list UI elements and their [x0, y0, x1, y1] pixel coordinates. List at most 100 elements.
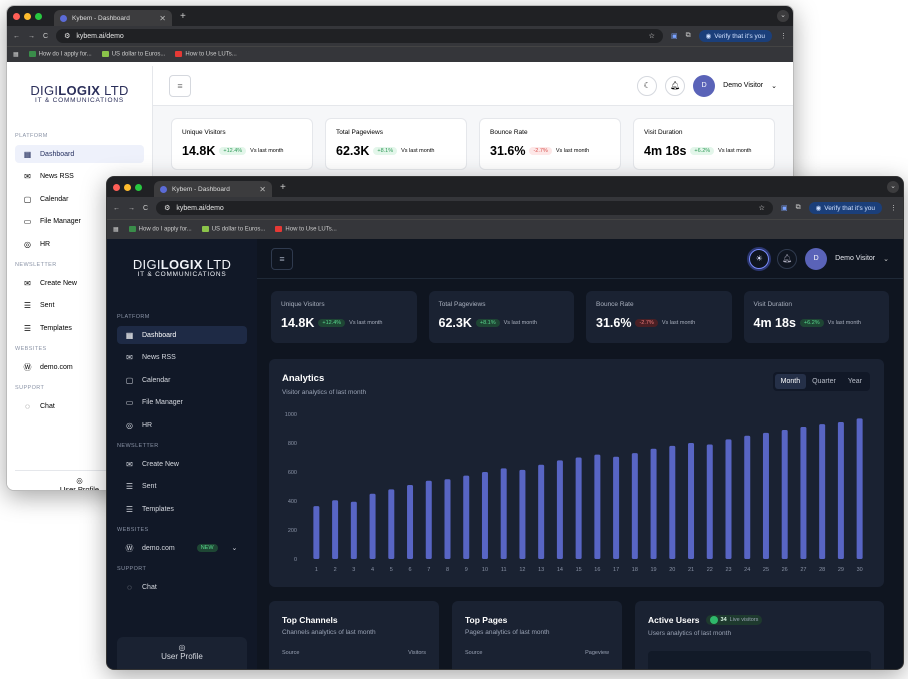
apps-grid-icon[interactable]: ▦ [13, 52, 19, 58]
bar[interactable] [369, 493, 376, 559]
browser-tab[interactable]: Kybem - Dashboard ✕ [154, 181, 272, 197]
period-month-button[interactable]: Month [774, 374, 807, 389]
reload-icon[interactable]: C [43, 32, 49, 40]
sidebar-item-templates[interactable]: ☰ Templates [125, 504, 174, 514]
user-profile-button[interactable]: ◎ User Profile [15, 470, 144, 490]
bar[interactable] [856, 418, 863, 559]
sidebar-item-dashboard[interactable]: ▦ Dashboard [117, 326, 247, 344]
back-icon[interactable]: ← [113, 204, 120, 212]
menu-toggle-button[interactable]: ≡ [169, 74, 191, 97]
extension-icon[interactable]: ▣ [670, 33, 678, 40]
browser-menu-icon[interactable]: ⋮ [890, 205, 897, 212]
bookmark-item[interactable]: US dollar to Euros... [201, 226, 265, 233]
period-year-button[interactable]: Year [847, 378, 862, 385]
bookmark-item[interactable]: How to Use LUTs... [175, 51, 237, 58]
chevron-down-icon[interactable]: ⌄ [231, 545, 238, 552]
extension-icon[interactable]: ▣ [780, 205, 788, 212]
bar[interactable] [313, 506, 320, 559]
sidebar-item-file-manager[interactable]: ▭ File Manager [125, 398, 183, 407]
maximize-window-button[interactable] [35, 12, 42, 20]
sidebar-item-news-rss[interactable]: ✉ News RSS [24, 172, 74, 181]
site-info-icon[interactable]: ⚙ [64, 33, 71, 40]
new-tab-icon[interactable]: + [180, 10, 186, 22]
bar[interactable] [332, 500, 339, 559]
bar[interactable] [613, 456, 620, 559]
sidebar-item-create-new[interactable]: ✉ Create New [126, 459, 179, 469]
avatar[interactable]: D [693, 74, 716, 97]
bar[interactable] [575, 457, 582, 560]
chevron-down-icon[interactable]: ⌄ [771, 82, 777, 90]
theme-toggle-sun-icon[interactable]: ☀ [749, 248, 770, 269]
bar[interactable] [762, 432, 769, 559]
bookmark-star-icon[interactable]: ☆ [648, 33, 655, 40]
bar[interactable] [744, 435, 751, 559]
sidebar-item-news-rss[interactable]: ✉ News RSS [126, 353, 176, 362]
close-window-button[interactable] [113, 183, 120, 191]
new-tab-icon[interactable]: + [280, 181, 286, 193]
sidebar-item-calendar[interactable]: ▢ Calendar [23, 194, 69, 204]
browser-tab[interactable]: Kybem - Dashboard ✕ [54, 10, 172, 26]
bar[interactable] [350, 501, 357, 559]
reload-icon[interactable]: C [143, 204, 149, 212]
sidebar-item-chat[interactable]: ◌ Chat [117, 578, 247, 596]
url-field[interactable]: ⚙ kybem.ai/demo ☆ [56, 29, 663, 43]
sidebar-item-templates[interactable]: ☰ Templates [23, 323, 72, 333]
site-info-icon[interactable]: ⚙ [164, 205, 171, 212]
sidebar-item-hr[interactable]: ◎ HR [126, 420, 153, 430]
bar[interactable] [594, 454, 601, 559]
tab-search-icon[interactable]: ⌄ [887, 181, 899, 193]
url-field[interactable]: ⚙ kybem.ai/demo ☆ [156, 201, 773, 215]
bar[interactable] [481, 472, 488, 559]
apps-grid-icon[interactable]: ▦ [113, 227, 119, 233]
minimize-window-button[interactable] [124, 183, 131, 191]
menu-toggle-button[interactable]: ≡ [271, 247, 293, 270]
bar[interactable] [444, 479, 451, 559]
maximize-window-button[interactable] [135, 183, 142, 191]
bar[interactable] [388, 489, 395, 559]
forward-icon[interactable]: → [28, 32, 35, 40]
avatar[interactable]: D [805, 247, 828, 270]
bar[interactable] [519, 469, 526, 559]
bar[interactable] [688, 443, 695, 559]
verify-button[interactable]: ◉ Verify that it's you [808, 202, 882, 214]
tab-search-icon[interactable]: ⌄ [777, 10, 789, 22]
bar[interactable] [500, 468, 507, 559]
minimize-window-button[interactable] [24, 12, 31, 20]
bar[interactable] [463, 475, 470, 559]
user-profile-button[interactable]: ◎ User Profile [117, 637, 247, 669]
close-tab-icon[interactable]: ✕ [159, 13, 166, 23]
sidebar-item-hr[interactable]: ◎ HR [24, 239, 51, 249]
bookmark-item[interactable]: US dollar to Euros... [101, 51, 165, 58]
bar[interactable] [425, 480, 432, 559]
browser-menu-icon[interactable]: ⋮ [780, 33, 787, 40]
sidebar-item-chat[interactable]: ◌ Chat [15, 397, 144, 415]
sidebar-item-dashboard[interactable]: ▦ Dashboard [15, 145, 144, 163]
period-quarter-button[interactable]: Quarter [812, 378, 836, 385]
chevron-down-icon[interactable]: ⌄ [883, 255, 889, 263]
bookmark-item[interactable]: How to Use LUTs... [275, 226, 337, 233]
notifications-bell-icon[interactable]: 🔔︎ [665, 75, 686, 96]
bar[interactable] [407, 485, 414, 559]
sidebar-item-sent[interactable]: ☰ Sent [125, 482, 157, 491]
sidebar-item-create-new[interactable]: ✉ Create New [24, 278, 77, 288]
bar[interactable] [725, 439, 732, 559]
extensions-puzzle-icon[interactable]: ⧉ [685, 32, 691, 39]
forward-icon[interactable]: → [128, 204, 135, 212]
back-icon[interactable]: ← [13, 32, 20, 40]
bar[interactable] [837, 421, 844, 559]
close-tab-icon[interactable]: ✕ [259, 184, 266, 194]
bar[interactable] [819, 424, 826, 559]
bar[interactable] [631, 453, 638, 559]
bookmark-star-icon[interactable]: ☆ [758, 205, 765, 212]
bar[interactable] [669, 445, 676, 559]
user-name[interactable]: Demo Visitor [835, 255, 876, 262]
bar[interactable] [800, 427, 807, 559]
sidebar-item-sent[interactable]: ☰ Sent [23, 301, 55, 310]
theme-toggle-moon-icon[interactable]: ☾ [637, 75, 658, 96]
verify-button[interactable]: ◉ Verify that it's you [698, 30, 772, 42]
sidebar-item-file-manager[interactable]: ▭ File Manager [23, 217, 81, 226]
notifications-bell-icon[interactable]: 🔔︎ [777, 248, 798, 269]
bar[interactable] [781, 429, 788, 559]
